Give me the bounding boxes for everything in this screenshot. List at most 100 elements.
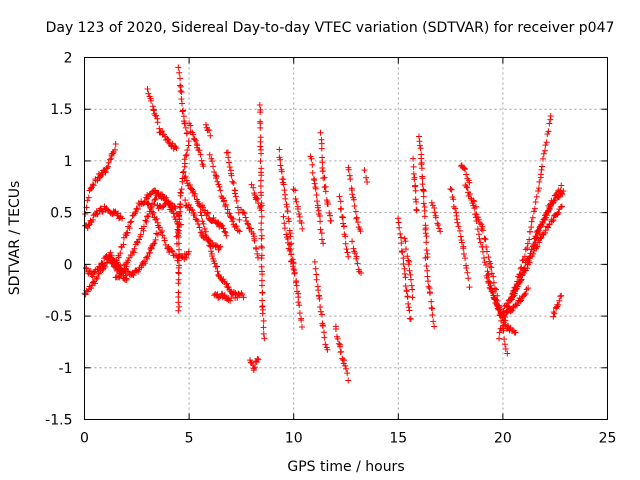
data-point: [261, 335, 268, 342]
data-point: [85, 194, 92, 201]
data-point: [466, 190, 473, 197]
data-point: [280, 181, 287, 188]
data-point: [406, 258, 413, 265]
data-point: [276, 146, 283, 153]
data-point: [204, 210, 211, 217]
data-point: [309, 169, 316, 176]
data-point: [508, 296, 515, 303]
data-point: [220, 225, 227, 232]
data-point: [96, 174, 103, 181]
data-point: [216, 183, 223, 190]
data-point: [555, 302, 562, 309]
data-point: [248, 181, 255, 188]
data-point: [332, 326, 339, 333]
data-point: [528, 218, 535, 225]
data-point: [463, 183, 470, 190]
data-point: [462, 255, 469, 262]
data-point: [216, 244, 223, 251]
data-point: [257, 177, 264, 184]
data-point: [89, 181, 96, 188]
chart-title: Day 123 of 2020, Sidereal Day-to-day VTE…: [46, 20, 615, 36]
data-point: [475, 231, 482, 238]
data-point: [499, 325, 506, 332]
data-point: [353, 255, 360, 262]
data-point: [122, 272, 129, 279]
data-point: [185, 201, 192, 208]
data-point: [259, 289, 266, 296]
data-point: [207, 243, 214, 250]
data-point: [293, 198, 300, 205]
satellite-track: [345, 164, 364, 235]
data-point: [185, 248, 192, 255]
data-point: [454, 219, 461, 226]
data-point: [209, 158, 216, 165]
data-point: [222, 201, 229, 208]
y-tick-label: 2: [64, 51, 73, 67]
data-point: [511, 292, 518, 299]
data-point: [424, 267, 431, 274]
data-point: [407, 315, 414, 322]
data-point: [452, 205, 459, 212]
data-point: [174, 226, 181, 233]
data-point: [545, 207, 552, 214]
data-point: [479, 248, 486, 255]
data-point: [175, 299, 182, 306]
data-point: [425, 278, 432, 285]
data-point: [105, 163, 112, 170]
satellite-track: [428, 199, 444, 235]
data-point: [538, 222, 545, 229]
data-point: [539, 155, 546, 162]
data-point: [153, 215, 160, 222]
data-point: [294, 203, 301, 210]
data-point: [259, 303, 266, 310]
data-point: [345, 253, 352, 260]
data-point: [193, 216, 200, 223]
data-point: [240, 294, 247, 301]
data-point: [152, 195, 159, 202]
data-point: [287, 246, 294, 253]
data-point: [318, 230, 325, 237]
data-point: [283, 231, 290, 238]
data-point: [320, 329, 327, 336]
data-point: [338, 348, 345, 355]
data-point: [315, 287, 322, 294]
data-point: [241, 210, 248, 217]
data-point: [545, 128, 552, 135]
data-point: [258, 172, 265, 179]
satellite-track: [175, 200, 184, 314]
data-point: [339, 214, 346, 221]
data-point: [485, 254, 492, 261]
data-point: [560, 188, 567, 195]
data-point: [177, 82, 184, 89]
data-point: [344, 370, 351, 377]
data-point: [535, 188, 542, 195]
data-point: [513, 285, 520, 292]
data-point: [277, 162, 284, 169]
data-point: [317, 308, 324, 315]
data-point: [558, 203, 565, 210]
data-point: [195, 221, 202, 228]
data-point: [472, 203, 479, 210]
data-point: [551, 192, 558, 199]
data-point: [472, 214, 479, 221]
data-point: [488, 270, 495, 277]
data-point: [317, 218, 324, 225]
data-point: [210, 163, 217, 170]
data-point: [176, 246, 183, 253]
data-point: [127, 219, 134, 226]
data-point: [205, 236, 212, 243]
data-point: [247, 225, 254, 232]
data-point: [206, 151, 213, 158]
x-tick-label: 5: [185, 431, 194, 447]
data-point: [397, 230, 404, 237]
data-point: [512, 329, 519, 336]
satellite-track: [246, 355, 262, 374]
data-point: [489, 290, 496, 297]
data-point: [413, 198, 420, 205]
data-point: [529, 243, 536, 250]
data-point: [123, 275, 130, 282]
data-point: [358, 270, 365, 277]
data-point: [182, 124, 189, 131]
data-point: [289, 263, 296, 270]
